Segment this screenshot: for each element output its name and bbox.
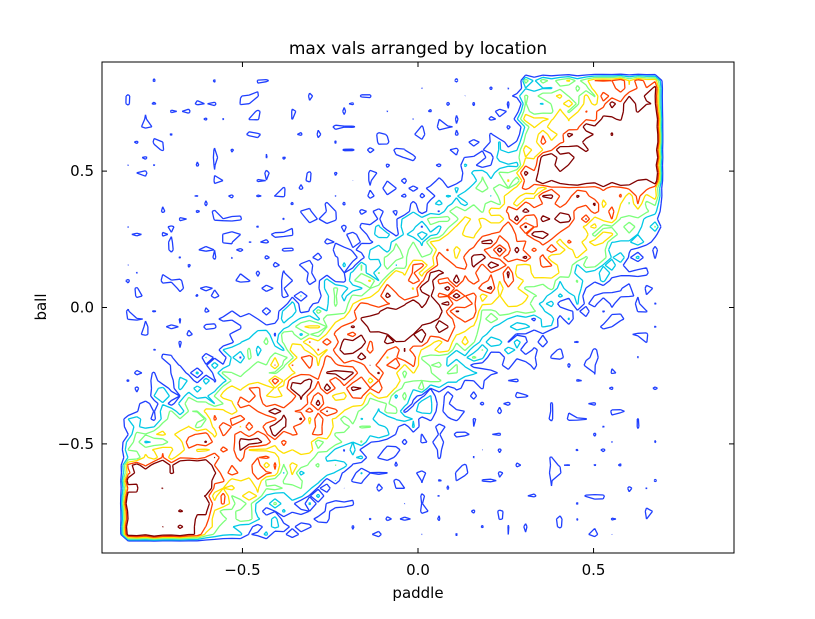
- contour-level-2: [121, 74, 663, 541]
- x-tick-label: 0.5: [582, 561, 606, 579]
- contour-level-3: [122, 76, 662, 540]
- y-tick-label: 0.0: [70, 299, 94, 317]
- contour-level-6: [125, 85, 659, 537]
- x-axis-label: paddle: [392, 584, 443, 602]
- y-tick-label: 0.5: [70, 162, 94, 180]
- y-axis-label: ball: [32, 293, 50, 320]
- contour-level-4: [123, 77, 661, 539]
- chart-title: max vals arranged by location: [289, 39, 547, 59]
- contour-level-5: [124, 78, 660, 538]
- axis-ticks: −0.5 0.0 0.5 −0.5 0.0 0.5: [58, 62, 734, 579]
- y-tick-label: −0.5: [58, 435, 94, 453]
- x-tick-label: −0.5: [224, 561, 260, 579]
- contour-level-1: [119, 73, 664, 542]
- contour-lines: [119, 73, 664, 542]
- x-tick-label: 0.0: [406, 561, 430, 579]
